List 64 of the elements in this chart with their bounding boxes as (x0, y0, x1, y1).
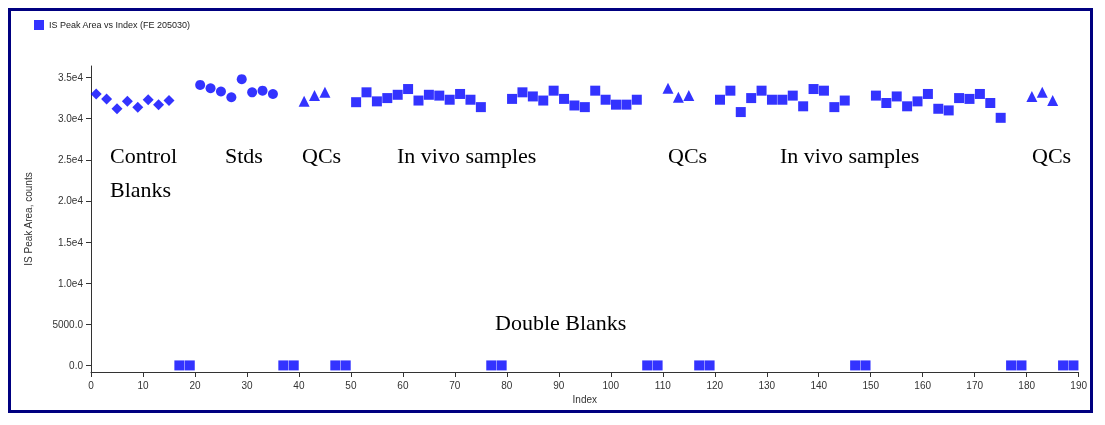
x-tick-label: 130 (758, 379, 776, 391)
y-tick-label: 2.0e4 (57, 195, 84, 207)
x-tick-label: 20 (189, 379, 201, 391)
point (111, 103, 123, 115)
point (236, 74, 247, 85)
x-axis-title: Index (572, 394, 598, 406)
annotation: Control Blanks (110, 142, 178, 202)
point (205, 83, 216, 94)
point (257, 85, 268, 96)
annotation: Double Blanks (495, 309, 627, 335)
point (1026, 90, 1038, 102)
point (683, 90, 695, 102)
point (153, 99, 165, 111)
y-tick-label: 5000.0 (52, 318, 84, 330)
x-tick-label: 170 (966, 379, 984, 391)
point (101, 93, 113, 105)
x-tick-label: 70 (449, 379, 461, 391)
point (215, 86, 226, 97)
point (298, 95, 310, 107)
legend-label: IS Peak Area vs Index (FE 205030) (49, 20, 191, 30)
point (132, 101, 144, 113)
x-tick-label: 180 (1018, 379, 1036, 391)
point (142, 94, 154, 106)
x-tick-label: 90 (553, 379, 565, 391)
point (163, 95, 175, 107)
annotation: In vivo samples (397, 142, 537, 168)
x-tick-label: 0 (88, 379, 95, 391)
y-tick-label: 3.5e4 (57, 72, 84, 84)
y-tick-label: 2.5e4 (57, 154, 84, 166)
x-tick-label: 60 (397, 379, 409, 391)
annotation: Stds (225, 142, 263, 168)
point (662, 82, 674, 94)
y-tick-label: 3.0e4 (57, 113, 84, 125)
point (90, 88, 102, 100)
y-tick-label: 0.0 (69, 359, 84, 371)
annotation: QCs (668, 142, 708, 168)
point (267, 88, 278, 99)
x-tick-label: 110 (654, 379, 672, 391)
point (1036, 86, 1048, 98)
point (319, 86, 331, 98)
point (195, 79, 206, 90)
x-tick-label: 120 (706, 379, 724, 391)
annotation: QCs (1032, 142, 1072, 168)
point (1047, 95, 1059, 107)
x-tick-label: 190 (1070, 379, 1088, 391)
x-tick-label: 160 (914, 379, 932, 391)
x-tick-label: 150 (862, 379, 880, 391)
x-tick-label: 30 (241, 379, 253, 391)
x-tick-label: 50 (345, 379, 357, 391)
x-tick-label: 100 (602, 379, 620, 391)
x-tick-label: 40 (293, 379, 305, 391)
point (226, 92, 237, 103)
x-tick-label: 140 (810, 379, 828, 391)
annotation: QCs (302, 142, 342, 168)
point (672, 91, 684, 103)
point (121, 95, 133, 107)
y-tick-label: 1.5e4 (57, 236, 84, 248)
y-axis-title: IS Peak Area, counts (22, 172, 34, 266)
x-tick-label: 10 (137, 379, 149, 391)
annotation: In vivo samples (780, 142, 920, 168)
point (309, 90, 321, 102)
y-tick-label: 1.0e4 (57, 277, 84, 289)
x-tick-label: 80 (501, 379, 513, 391)
point (247, 87, 258, 98)
